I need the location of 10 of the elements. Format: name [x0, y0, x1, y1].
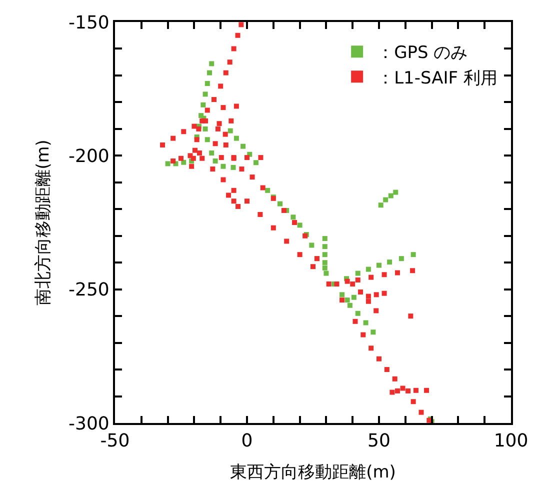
- x-axis-title: 東西方向移動距離(m): [230, 462, 396, 482]
- y-tick-label: -200: [68, 146, 110, 167]
- y-tick-label: -150: [68, 12, 110, 34]
- legend-label: ：L1-SAIF 利用: [377, 68, 498, 88]
- x-tick-label: 50: [368, 430, 390, 452]
- x-tick-label: 100: [494, 430, 528, 452]
- y-tick-label: -250: [68, 280, 110, 301]
- x-tick-label: 0: [241, 430, 253, 452]
- legend-label: ：GPS のみ: [377, 43, 468, 64]
- y-axis-title: 南北方向移動距離(m): [34, 140, 54, 306]
